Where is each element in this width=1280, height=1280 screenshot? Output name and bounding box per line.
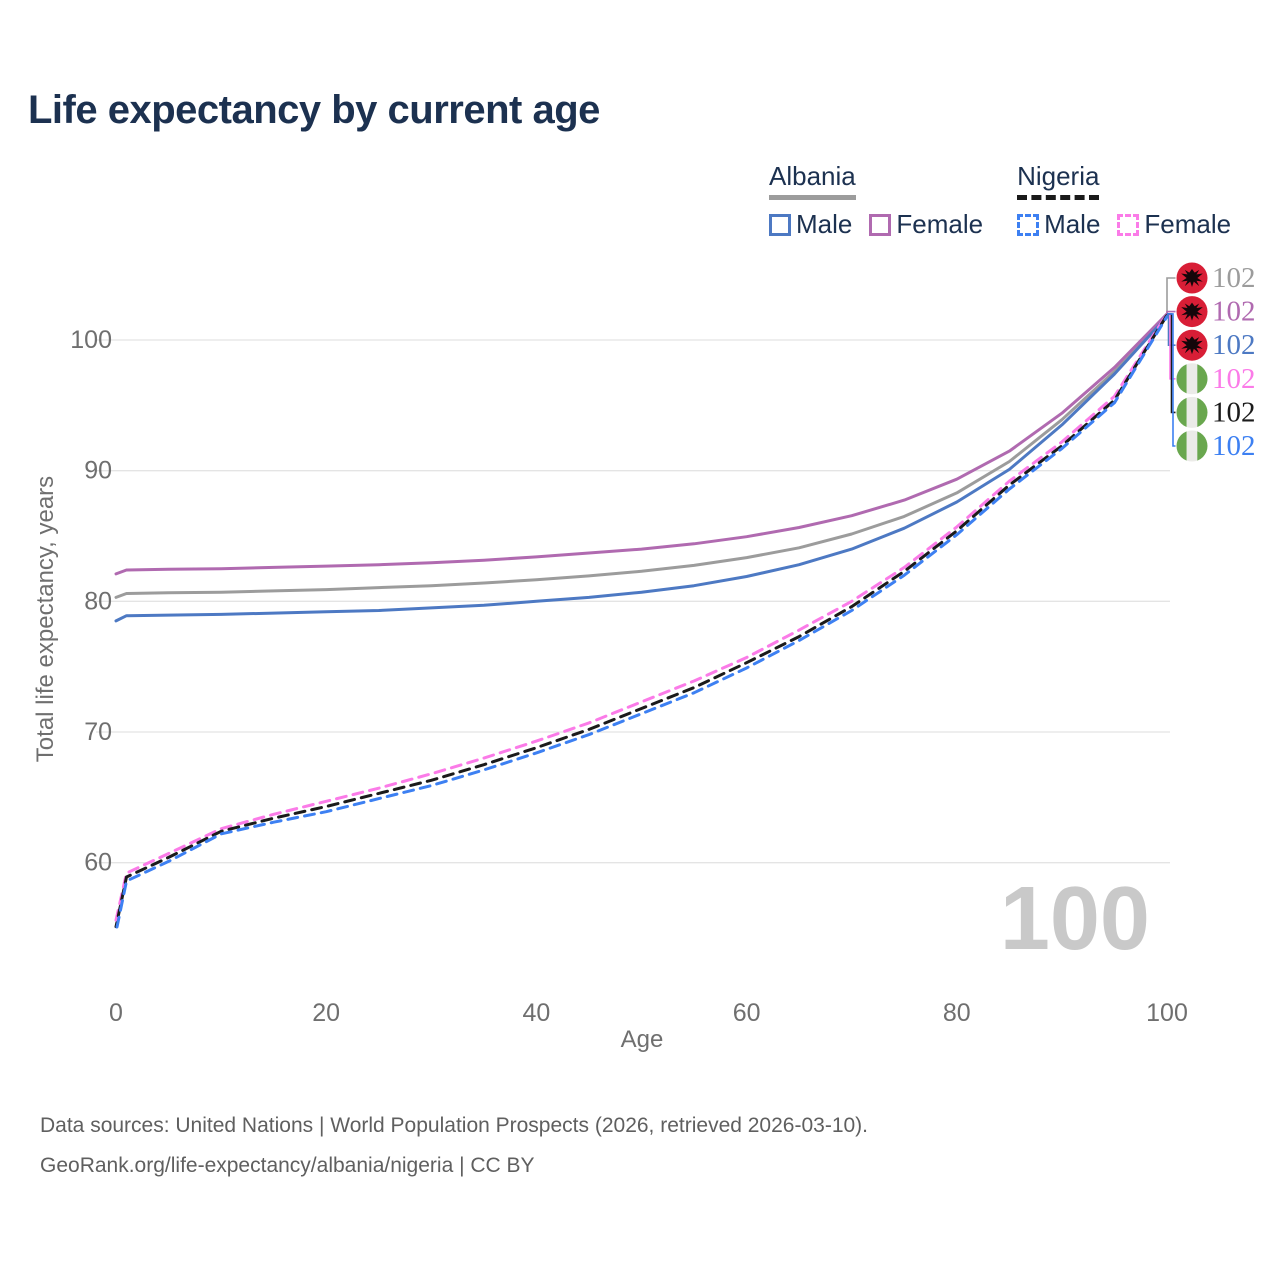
series-line-albania-female[interactable] <box>114 312 1169 576</box>
y-tick-label-80: 80 <box>84 587 112 615</box>
legend-item-label: Male <box>1044 209 1101 239</box>
end-value-label-albania-male: 102 <box>1212 329 1256 361</box>
series-line-albania-male[interactable] <box>114 315 1169 623</box>
footer-data-sources: Data sources: United Nations | World Pop… <box>40 1114 869 1137</box>
legend-items-nigeria: Male Female <box>1017 209 1231 240</box>
footer-url-license: GeoRank.org/life-expectancy/albania/nige… <box>40 1154 535 1177</box>
page-title: Life expectancy by current age <box>28 88 600 132</box>
end-value-label-albania-female: 102 <box>1212 296 1256 328</box>
x-tick-label-80: 80 <box>943 999 971 1027</box>
series-line-nigeria-male[interactable] <box>114 315 1169 934</box>
age-counter-watermark: 100 <box>999 869 1150 969</box>
legend-item-nigeria-female[interactable]: Female <box>1117 209 1231 240</box>
end-value-label-nigeria-all: 102 <box>1212 396 1256 428</box>
nigeria-male-swatch-icon <box>1017 213 1040 236</box>
legend-item-nigeria-male[interactable]: Male <box>1017 209 1100 240</box>
x-tick-label-0: 0 <box>109 999 123 1027</box>
legend-header-albania[interactable]: Albania <box>769 161 856 200</box>
legend-item-label: Female <box>896 209 984 239</box>
y-tick-label-100: 100 <box>70 326 112 354</box>
y-tick-label-90: 90 <box>84 457 112 485</box>
series-line-nigeria-female[interactable] <box>114 312 1169 922</box>
legend-item-label: Male <box>796 209 853 239</box>
legend-header-nigeria[interactable]: Nigeria <box>1017 161 1100 200</box>
legend-item-albania-female[interactable]: Female <box>869 209 983 240</box>
albania-eagle-icon <box>1181 302 1203 321</box>
nigeria-flag-icon <box>1176 363 1208 395</box>
legend-items-albania: Male Female <box>769 209 983 240</box>
x-tick-label-20: 20 <box>312 999 340 1027</box>
series-line-albania-all[interactable] <box>114 313 1169 599</box>
legend-group-nigeria: Nigeria Male Female <box>1017 161 1231 240</box>
nigeria-flag-icon <box>1176 430 1208 462</box>
nigeria-female-swatch-icon <box>1117 213 1140 236</box>
legend: Albania Male Female Nigeria Male Female <box>769 161 1231 240</box>
end-value-label-nigeria-female: 102 <box>1212 363 1256 395</box>
footer: Data sources: United Nations | World Pop… <box>40 1106 868 1186</box>
x-tick-label-40: 40 <box>522 999 550 1027</box>
legend-item-albania-male[interactable]: Male <box>769 209 852 240</box>
leader-line-nigeria-male <box>1167 313 1176 447</box>
albania-eagle-icon <box>1181 269 1203 287</box>
y-axis-title: Total life expectancy, years <box>32 475 59 763</box>
x-axis-title: Age <box>620 1026 664 1053</box>
albania-female-swatch-icon <box>869 213 892 236</box>
y-tick-label-60: 60 <box>84 849 112 877</box>
end-value-label-nigeria-male: 102 <box>1212 430 1256 462</box>
x-tick-label-60: 60 <box>733 999 761 1027</box>
leader-line-albania-all <box>1166 277 1176 314</box>
albania-eagle-icon <box>1181 336 1203 355</box>
x-tick-label-100: 100 <box>1146 999 1188 1027</box>
legend-group-albania: Albania Male Female <box>769 161 983 240</box>
y-tick-label-70: 70 <box>84 718 112 746</box>
albania-male-swatch-icon <box>769 213 791 236</box>
series-line-nigeria-all[interactable] <box>114 313 1169 929</box>
legend-item-label: Female <box>1144 209 1232 239</box>
end-value-label-albania-all: 102 <box>1212 262 1256 294</box>
nigeria-flag-icon <box>1176 396 1208 428</box>
